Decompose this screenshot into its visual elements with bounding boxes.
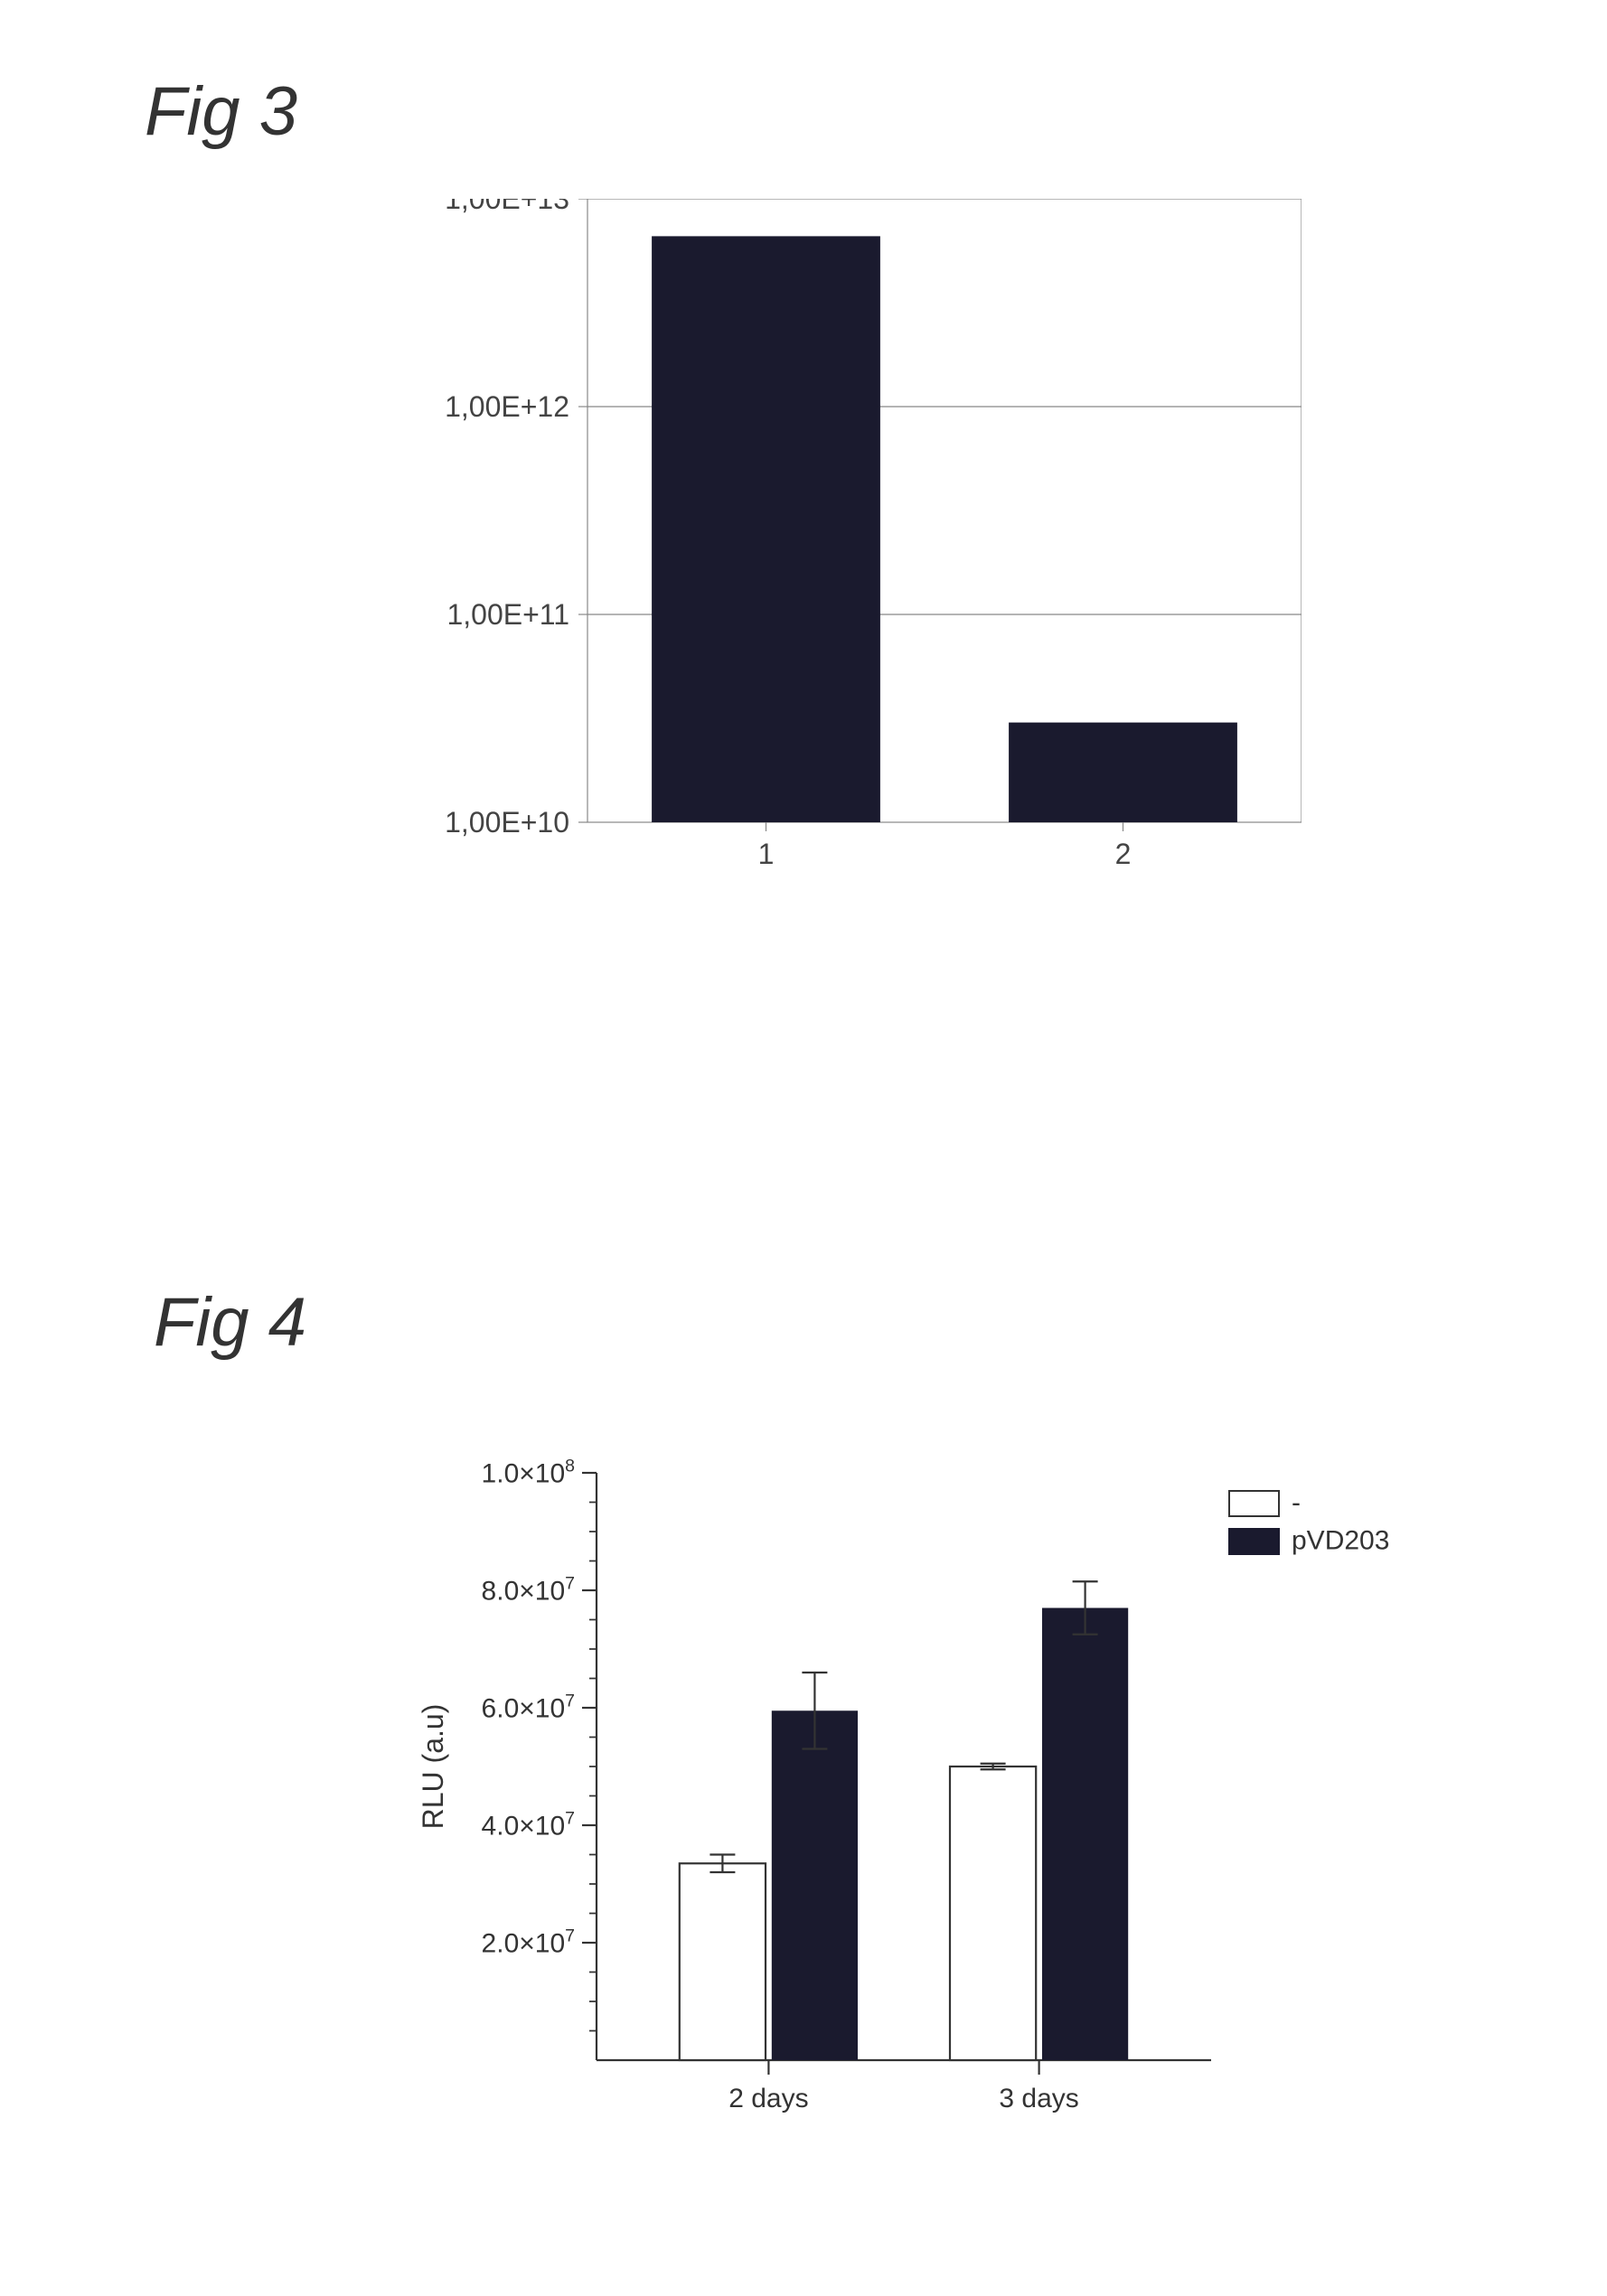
fig3-bar <box>1009 723 1237 822</box>
fig3-ytick-label: 1,00E+13 <box>445 199 569 215</box>
fig4-legend-swatch <box>1229 1529 1279 1554</box>
fig4-legend-swatch <box>1229 1491 1279 1516</box>
fig3-ytick-label: 1,00E+11 <box>446 598 569 631</box>
fig3-xlabel: 2 <box>1115 838 1132 870</box>
fig4-ylabel: RLU (a.u) <box>417 1704 449 1830</box>
fig4-bar <box>1042 1608 1128 2061</box>
fig4-bar <box>772 1710 858 2060</box>
fig4-xlabel: 3 days <box>999 2084 1078 2113</box>
fig4-legend-label: pVD203 <box>1292 1525 1389 1555</box>
fig4-ytick-label: 1.0×108 <box>482 1457 575 1489</box>
fig4-xlabel: 2 days <box>728 2084 808 2113</box>
fig3-chart: 1,00E+10 1,00E+11 1,00E+12 1,00E+13 1 2 <box>352 199 1302 876</box>
fig3-title: Fig 3 <box>145 72 297 151</box>
fig4-ytick-label: 2.0×107 <box>482 1926 575 1959</box>
fig3-ytick-label: 1,00E+10 <box>445 806 569 839</box>
fig4-svg: 2.0×107 4.0×107 6.0×107 8.0×107 1.0×108 RLU (… <box>389 1437 1428 2141</box>
fig3-svg: 1,00E+10 1,00E+11 1,00E+12 1,00E+13 1 2 <box>352 199 1302 876</box>
fig4-ytick-label: 6.0×107 <box>482 1692 575 1724</box>
fig4-bar <box>950 1767 1036 2060</box>
fig3-bar <box>652 236 880 822</box>
fig4-bar <box>680 1863 766 2060</box>
fig4-ytick-label: 8.0×107 <box>482 1574 575 1607</box>
fig4-chart: 2.0×107 4.0×107 6.0×107 8.0×107 1.0×108 RLU (… <box>389 1437 1428 2141</box>
fig4-title: Fig 4 <box>154 1283 306 1362</box>
fig4-ytick-label: 4.0×107 <box>482 1809 575 1841</box>
fig3-xlabel: 1 <box>758 838 775 870</box>
fig3-ytick-label: 1,00E+12 <box>445 390 569 423</box>
fig4-legend-label: - <box>1292 1487 1301 1517</box>
